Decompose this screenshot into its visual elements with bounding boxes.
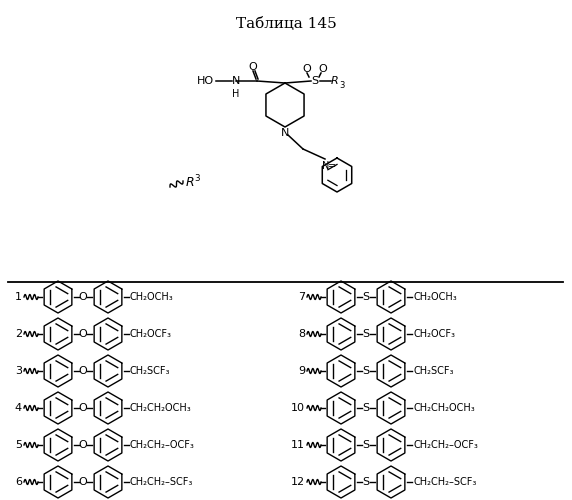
- Text: 4: 4: [15, 403, 22, 413]
- Text: CH₂CH₂–SCF₃: CH₂CH₂–SCF₃: [413, 477, 476, 487]
- Text: Таблица 145: Таблица 145: [236, 17, 336, 31]
- Text: 11: 11: [291, 440, 305, 450]
- Text: CH₂OCF₃: CH₂OCF₃: [130, 329, 172, 339]
- Text: S: S: [363, 329, 370, 339]
- Text: N: N: [232, 76, 240, 86]
- Text: CH₂OCF₃: CH₂OCF₃: [413, 329, 455, 339]
- Text: O: O: [78, 292, 88, 302]
- Text: 3: 3: [339, 80, 344, 90]
- Text: O: O: [78, 403, 88, 413]
- Text: O: O: [78, 440, 88, 450]
- Text: 6: 6: [15, 477, 22, 487]
- Text: O: O: [249, 62, 257, 72]
- Text: HO: HO: [197, 76, 214, 86]
- Text: S: S: [363, 440, 370, 450]
- Text: CH₂CH₂–OCF₃: CH₂CH₂–OCF₃: [413, 440, 478, 450]
- Text: S: S: [363, 403, 370, 413]
- Text: N: N: [281, 128, 289, 138]
- Text: 10: 10: [291, 403, 305, 413]
- Text: O: O: [78, 366, 88, 376]
- Text: S: S: [363, 366, 370, 376]
- Text: 9: 9: [298, 366, 305, 376]
- Text: CH₂CH₂–OCF₃: CH₂CH₂–OCF₃: [130, 440, 195, 450]
- Text: R: R: [331, 76, 339, 86]
- Text: N: N: [322, 160, 329, 170]
- Text: 5: 5: [15, 440, 22, 450]
- Text: 1: 1: [15, 292, 22, 302]
- Text: S: S: [363, 477, 370, 487]
- Text: $R^3$: $R^3$: [185, 174, 201, 190]
- Text: O: O: [78, 329, 88, 339]
- Text: H: H: [232, 89, 240, 99]
- Text: CH₂SCF₃: CH₂SCF₃: [413, 366, 454, 376]
- Text: O: O: [78, 477, 88, 487]
- Text: CH₂CH₂OCH₃: CH₂CH₂OCH₃: [413, 403, 475, 413]
- Text: 8: 8: [298, 329, 305, 339]
- Text: O: O: [319, 64, 327, 74]
- Text: CH₂CH₂OCH₃: CH₂CH₂OCH₃: [130, 403, 192, 413]
- Text: CH₂OCH₃: CH₂OCH₃: [130, 292, 174, 302]
- Text: 7: 7: [298, 292, 305, 302]
- Text: CH₂SCF₃: CH₂SCF₃: [130, 366, 170, 376]
- Text: O: O: [303, 64, 311, 74]
- Text: =: =: [328, 160, 336, 170]
- Text: CH₂CH₂–SCF₃: CH₂CH₂–SCF₃: [130, 477, 193, 487]
- Text: S: S: [311, 76, 319, 86]
- Text: 12: 12: [291, 477, 305, 487]
- Text: S: S: [363, 292, 370, 302]
- Text: CH₂OCH₃: CH₂OCH₃: [413, 292, 457, 302]
- Text: 2: 2: [15, 329, 22, 339]
- Text: 3: 3: [15, 366, 22, 376]
